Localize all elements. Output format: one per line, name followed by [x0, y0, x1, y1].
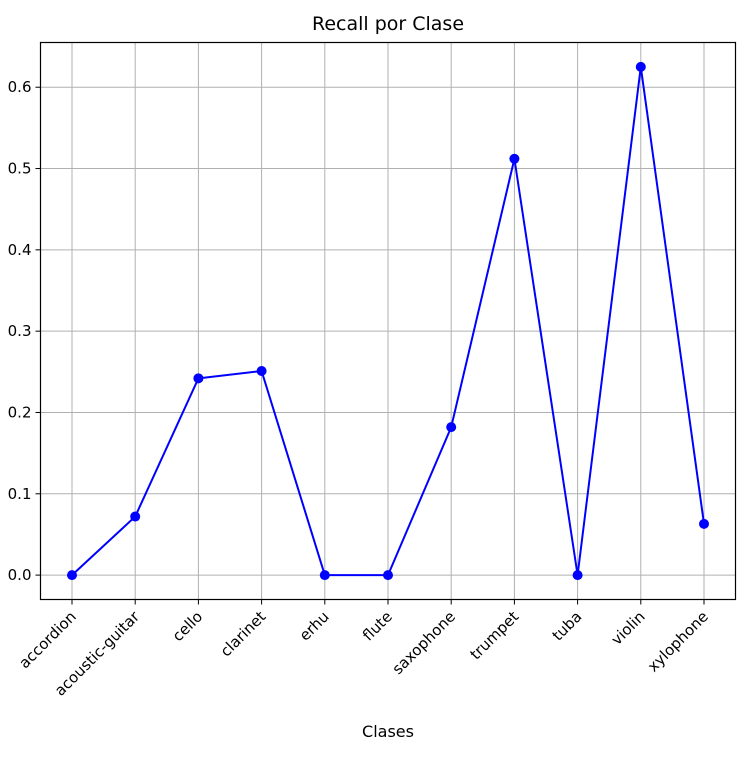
data-point: [319, 570, 330, 581]
x-tick-label: violin: [608, 608, 649, 649]
x-tick-label: saxophone: [389, 608, 459, 678]
chart-title: Recall por Clase: [312, 13, 464, 35]
y-tick-label: 0.5: [8, 160, 32, 178]
data-point: [572, 570, 583, 581]
x-tick-label: erhu: [296, 608, 333, 645]
x-tick-label: cello: [169, 608, 206, 645]
y-axis-ticks: 0.0 0.1 0.2 0.3 0.4 0.5 0.6: [8, 78, 41, 584]
y-tick-label: 0.0: [8, 566, 32, 584]
x-tick-label: xylophone: [644, 608, 712, 676]
data-point: [67, 570, 77, 581]
y-tick-label: 0.6: [8, 78, 32, 96]
x-tick-label: trumpet: [466, 608, 522, 664]
data-point: [635, 61, 646, 72]
series-recall: [67, 61, 709, 581]
data-point: [256, 366, 267, 377]
data-point: [509, 153, 520, 164]
x-tick-label: tuba: [549, 608, 586, 645]
x-axis-label: Clases: [362, 722, 414, 741]
y-tick-label: 0.2: [8, 403, 32, 421]
y-tick-label: 0.1: [8, 485, 32, 503]
data-point: [193, 373, 204, 384]
data-point: [130, 511, 141, 522]
grid-lines: [40, 42, 736, 600]
plot-frame: [39, 41, 737, 601]
data-point: [699, 518, 709, 529]
y-tick-label: 0.3: [8, 322, 32, 340]
x-tick-label: clarinet: [217, 608, 270, 661]
x-tick-label: accordion: [15, 608, 79, 672]
x-tick-label: flute: [359, 608, 396, 645]
data-point: [383, 570, 393, 581]
data-point: [446, 422, 457, 433]
y-tick-label: 0.4: [8, 241, 32, 259]
